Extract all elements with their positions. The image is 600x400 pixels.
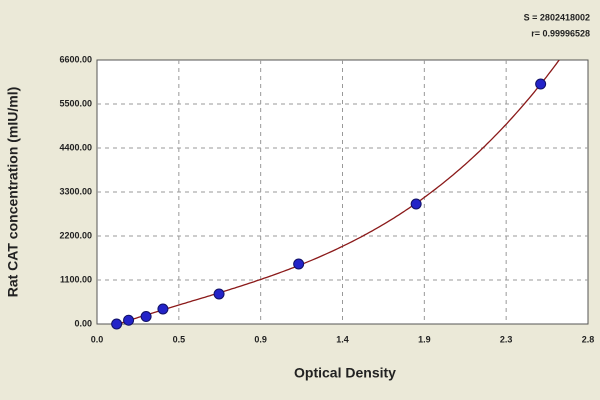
y-axis-title: Rat CAT concentration (mIU/ml) xyxy=(5,87,21,298)
y-tick-label: 2200.00 xyxy=(59,230,92,240)
y-tick-label: 3300.00 xyxy=(59,186,92,196)
x-axis-title: Optical Density xyxy=(294,365,396,381)
x-tick-label: 0.9 xyxy=(254,334,267,344)
y-tick-label: 1100.00 xyxy=(60,274,92,284)
x-tick-label: 2.8 xyxy=(582,334,595,344)
x-tick-label: 1.9 xyxy=(418,334,431,344)
data-point xyxy=(111,318,123,330)
data-point xyxy=(213,288,225,300)
data-point xyxy=(535,78,547,90)
fit-curve xyxy=(116,60,560,324)
data-point xyxy=(157,303,169,315)
y-tick-label: 0.00 xyxy=(74,318,92,328)
y-tick-label: 4400.00 xyxy=(59,142,92,152)
fit-stat: S = 2802418002 xyxy=(524,12,590,22)
x-tick-label: 0.5 xyxy=(173,334,186,344)
x-tick-label: 1.4 xyxy=(336,334,349,344)
data-point xyxy=(140,311,152,322)
y-tick-label: 6600.00 xyxy=(59,54,92,64)
x-tick-label: 2.3 xyxy=(500,334,513,344)
data-point xyxy=(410,198,422,210)
y-tick-label: 5500.00 xyxy=(59,98,92,108)
fit-stat: r= 0.99996528 xyxy=(531,28,590,38)
data-point xyxy=(123,314,135,326)
x-tick-label: 0.0 xyxy=(91,334,104,344)
data-point xyxy=(293,258,305,270)
